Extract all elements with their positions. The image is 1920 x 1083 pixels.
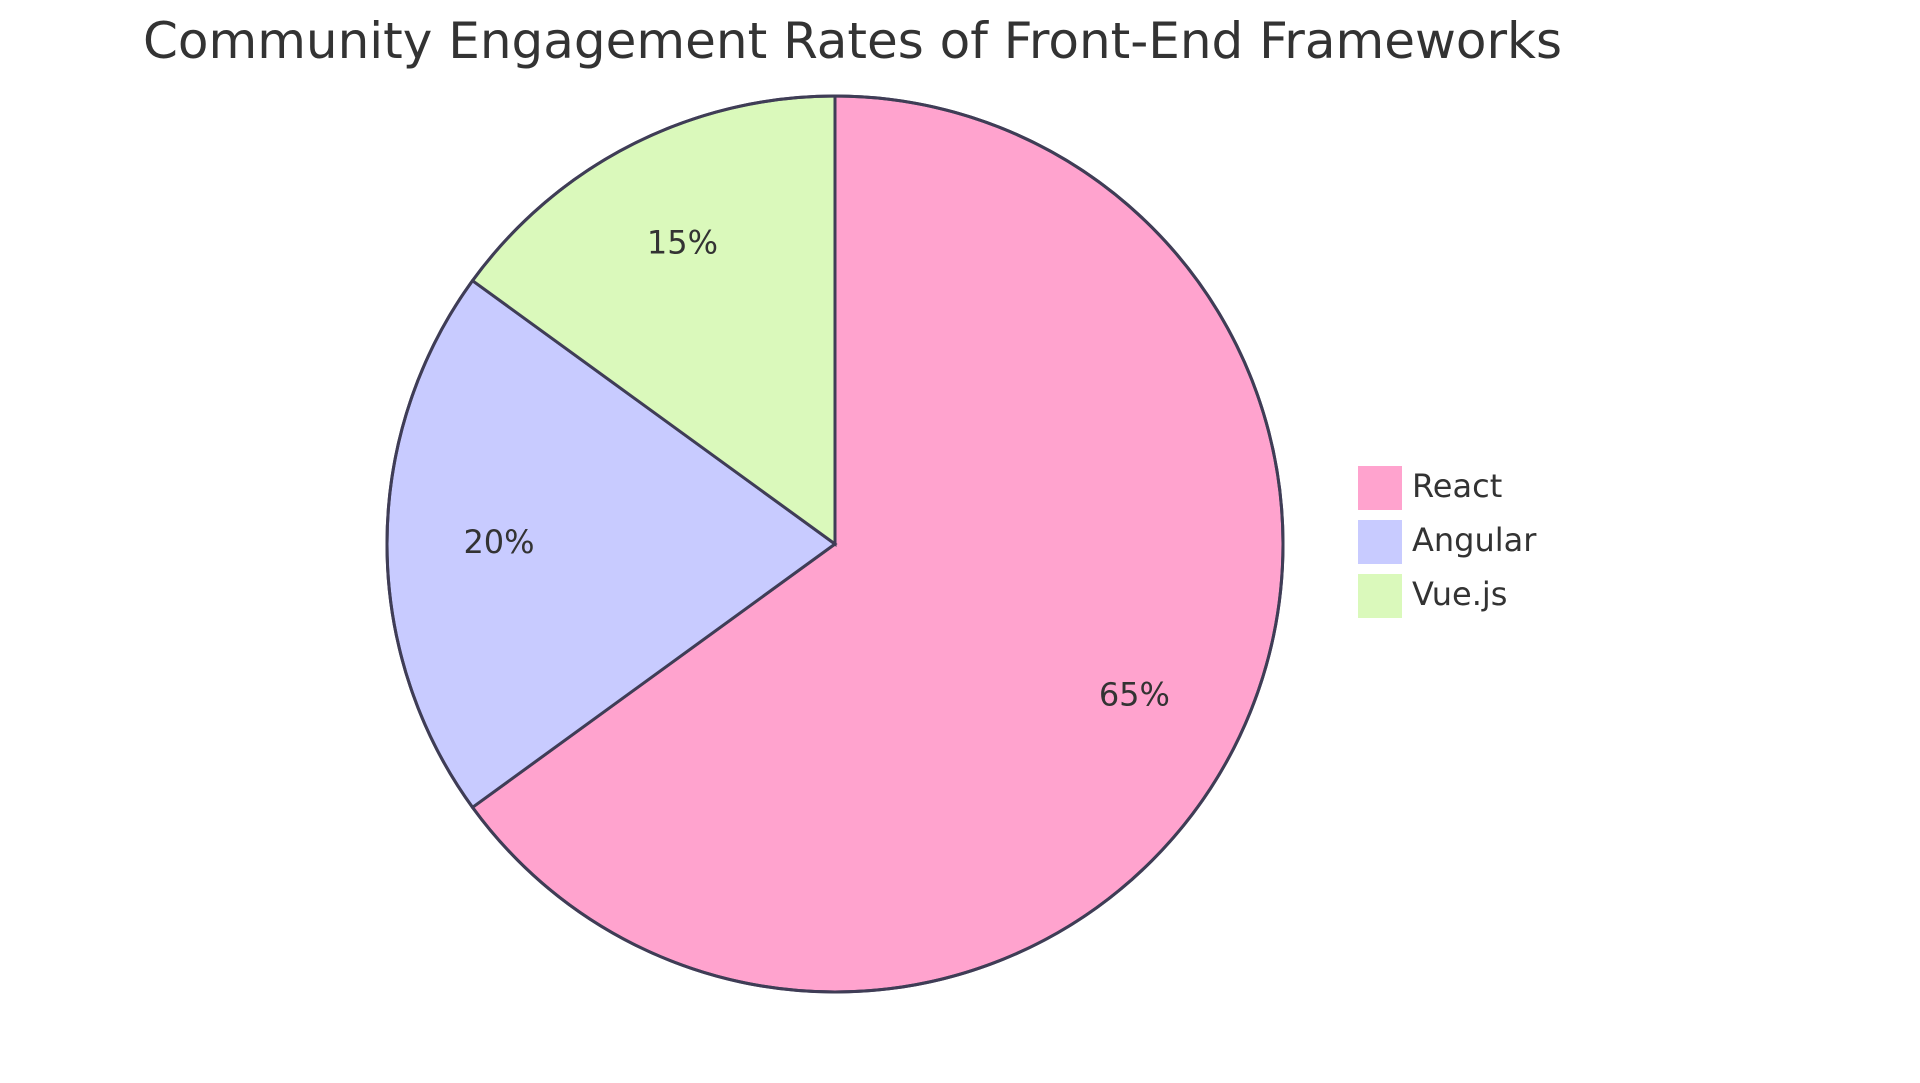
legend-swatch-vue-js <box>1358 574 1402 618</box>
legend-label-react: React <box>1412 467 1502 505</box>
slice-label-angular: 20% <box>463 523 534 561</box>
legend: React Angular Vue.js <box>1358 466 1537 618</box>
pie-outline <box>385 94 1285 994</box>
legend-swatch-angular <box>1358 520 1402 564</box>
legend-label-angular: Angular <box>1412 521 1537 559</box>
slice-label-vue-js: 15% <box>647 224 718 262</box>
chart-title: Community Engagement Rates of Front-End … <box>143 12 1562 70</box>
legend-swatch-react <box>1358 466 1402 510</box>
legend-label-vue-js: Vue.js <box>1412 575 1507 613</box>
slice-label-react: 65% <box>1099 676 1170 714</box>
slice-labels: 65% 20% 15% <box>463 224 1170 714</box>
pie-slices <box>385 94 1285 994</box>
